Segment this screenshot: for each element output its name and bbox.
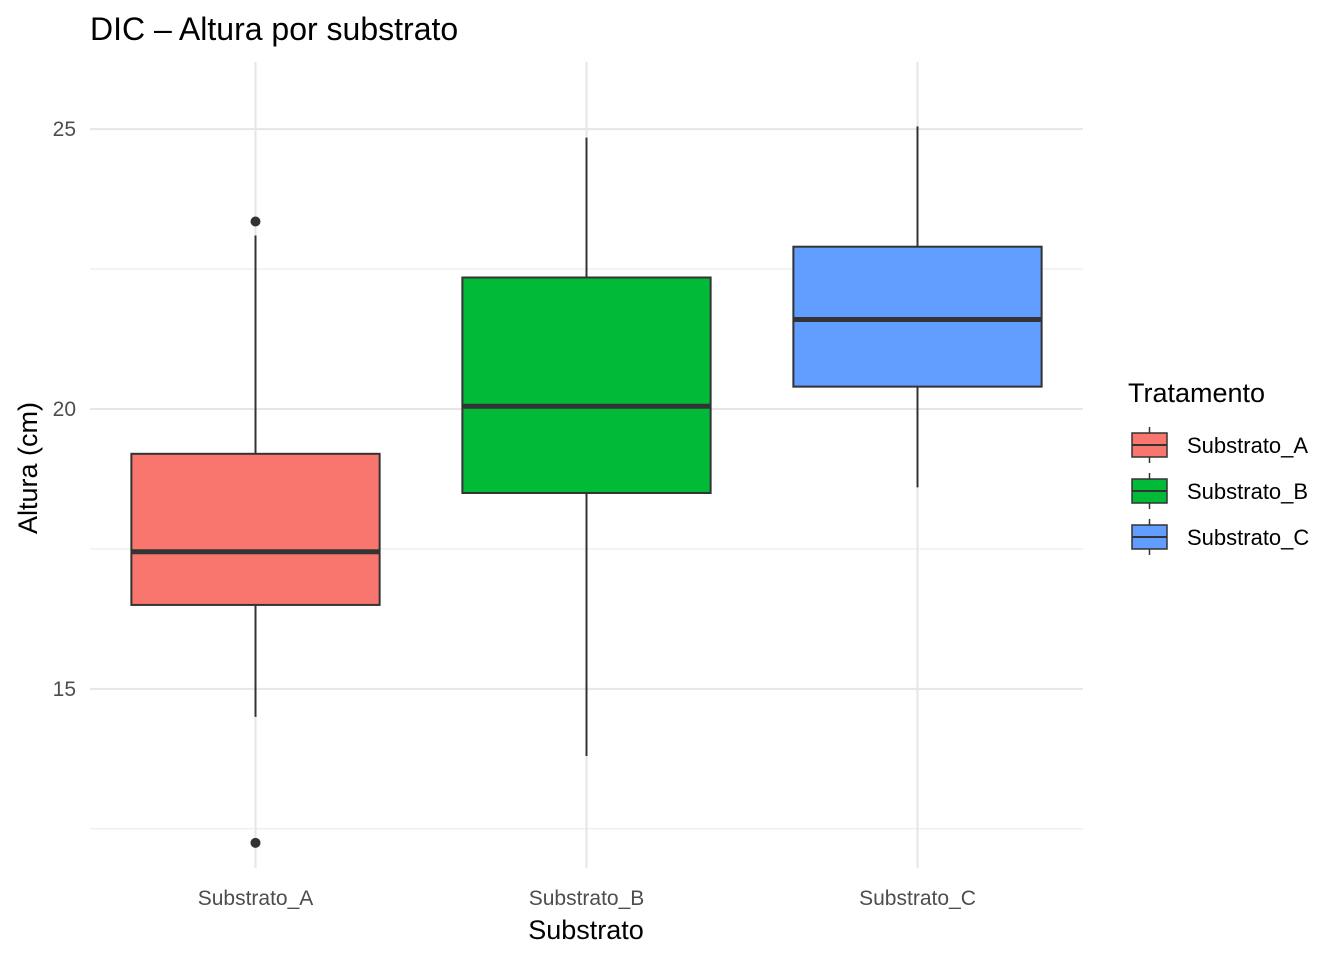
y-tick-label: 15 [53, 678, 76, 701]
x-axis-title: Substrato [528, 915, 644, 945]
outlier-point [250, 216, 261, 227]
y-tick-label: 25 [53, 118, 76, 141]
box-iqr [130, 452, 381, 606]
legend-title: Tratamento [1128, 378, 1265, 408]
box-group [130, 216, 381, 848]
box-iqr [792, 245, 1043, 388]
legend-item: Substrato_C [1131, 519, 1309, 555]
legend-item: Substrato_B [1131, 473, 1308, 509]
y-axis-ticks: 15 20 25 [53, 118, 76, 701]
box-group [792, 126, 1043, 488]
y-tick-label: 20 [53, 398, 76, 421]
x-tick-label: Substrato_B [529, 887, 645, 910]
outlier-point [250, 837, 261, 848]
box-iqr [461, 276, 712, 494]
x-axis-ticks: Substrato_A Substrato_B Substrato_C [198, 887, 976, 910]
box-group [461, 137, 712, 757]
chart-title: DIC – Altura por substrato [90, 11, 458, 47]
x-tick-label: Substrato_A [198, 887, 314, 910]
legend: Tratamento Substrato_A Substrato_B Substra… [1128, 378, 1309, 555]
x-tick-label: Substrato_C [859, 887, 976, 910]
legend-label: Substrato_C [1187, 525, 1309, 550]
legend-item: Substrato_A [1131, 427, 1308, 463]
y-axis-title: Altura (cm) [13, 402, 43, 534]
boxes [130, 126, 1043, 848]
legend-label: Substrato_A [1187, 433, 1308, 458]
legend-label: Substrato_B [1187, 479, 1308, 504]
